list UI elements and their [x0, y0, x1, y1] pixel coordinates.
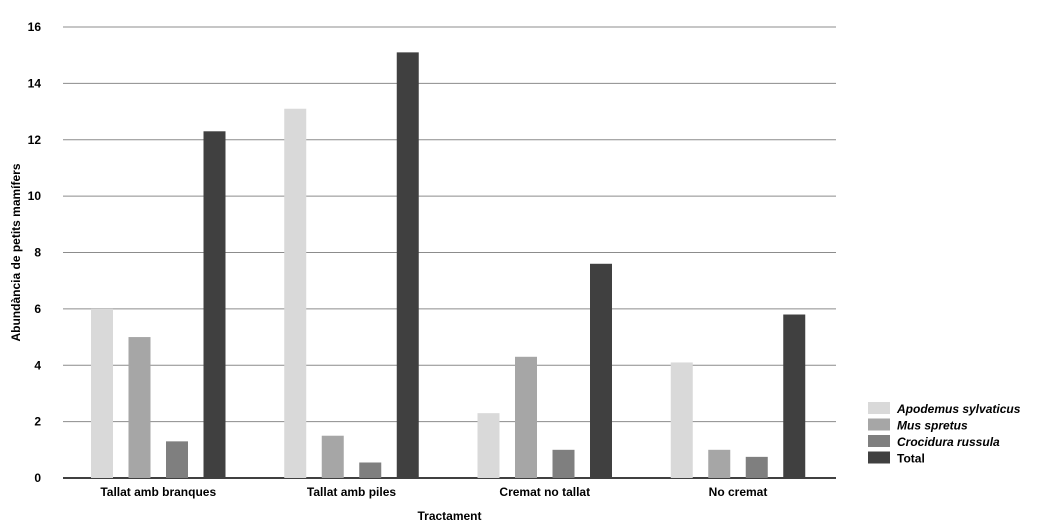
bar-crocidura-russula	[745, 456, 768, 478]
bar-apodemus-sylvaticus	[477, 413, 500, 478]
bar-crocidura-russula	[552, 449, 575, 478]
y-tick-label: 4	[34, 358, 41, 372]
bar-apodemus-sylvaticus	[91, 308, 113, 478]
axes: 0 2 4 6 8 10 12 14 16 Tallat amb branques Tallat a…	[28, 20, 768, 499]
bar-crocidura-russula	[166, 441, 188, 478]
y-tick-label: 10	[28, 189, 42, 203]
bar-mus-spretus	[128, 337, 151, 478]
bar-total	[396, 52, 419, 479]
legend-label: Crocidura russula	[897, 435, 1000, 449]
y-tick-label: 2	[34, 415, 41, 429]
y-tick-label: 12	[28, 133, 42, 147]
bar-apodemus-sylvaticus	[670, 362, 693, 478]
legend-swatch	[868, 402, 890, 414]
legend: Apodemus sylvaticus Mus spretus Crocidura …	[868, 402, 1021, 466]
bar-total	[590, 263, 612, 478]
bar-apodemus-sylvaticus	[284, 108, 307, 479]
legend-swatch	[868, 435, 890, 447]
x-tick-label: No cremat	[709, 485, 768, 499]
bar-crocidura-russula	[359, 462, 382, 478]
y-tick-label: 0	[34, 471, 41, 485]
legend-swatch	[868, 418, 890, 431]
y-tick-label: 16	[28, 20, 42, 34]
x-tick-label: Cremat no tallat	[499, 485, 590, 499]
legend-label: Total	[897, 452, 925, 466]
y-tick-label: 8	[34, 246, 41, 260]
bars	[91, 52, 806, 479]
legend-label: Mus spretus	[897, 419, 968, 433]
y-tick-label: 14	[28, 76, 42, 90]
bar-mus-spretus	[515, 356, 537, 478]
bar-mus-spretus	[708, 449, 731, 478]
x-tick-label: Tallat amb piles	[307, 485, 396, 499]
bar-mus-spretus	[321, 435, 344, 478]
bar-total	[203, 131, 226, 478]
x-axis-title: Tractament	[417, 509, 481, 523]
legend-swatch	[868, 451, 890, 464]
bar-total	[783, 314, 806, 478]
y-axis-title: Abundància de petits mamífers	[9, 163, 23, 341]
gridlines	[63, 26, 836, 479]
legend-label: Apodemus sylvaticus	[896, 402, 1021, 416]
x-tick-label: Tallat amb branques	[100, 485, 216, 499]
y-tick-label: 6	[34, 302, 41, 316]
